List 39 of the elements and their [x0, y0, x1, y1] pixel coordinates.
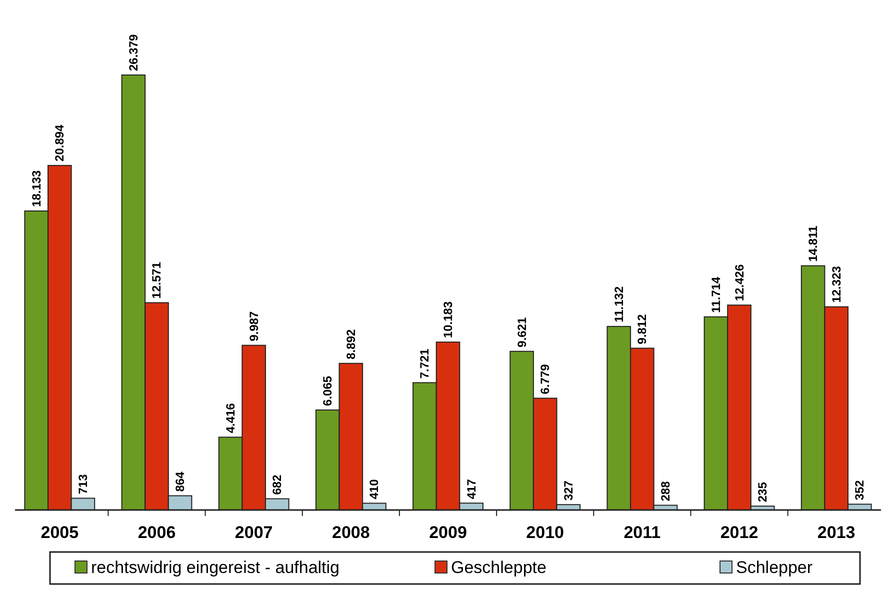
data-label: 26.379 — [126, 34, 140, 71]
data-label: 20.894 — [52, 124, 67, 162]
data-label: 410 — [367, 478, 382, 500]
x-tick-label: 2006 — [138, 523, 176, 542]
data-label: 12.323 — [829, 266, 844, 303]
data-label: 417 — [464, 478, 478, 500]
data-label: 327 — [561, 480, 576, 501]
x-tick-label: 2007 — [234, 523, 273, 542]
data-label: 9.987 — [246, 310, 261, 342]
legend-label: Schlepper — [736, 558, 813, 577]
data-label: 9.812 — [635, 314, 650, 344]
data-label: 18.133 — [29, 170, 44, 207]
x-tick-label: 2013 — [817, 523, 856, 542]
data-label: 6.065 — [320, 376, 335, 406]
x-tick-label: 2009 — [429, 523, 467, 542]
data-label: 352 — [852, 480, 867, 500]
data-label: 6.779 — [538, 364, 552, 394]
x-tick-label: 2008 — [332, 523, 370, 542]
data-label: 14.811 — [806, 225, 820, 262]
data-label: 11.132 — [612, 286, 626, 322]
data-label: 864 — [173, 471, 188, 492]
data-label: 12.426 — [732, 264, 746, 302]
data-label: 10.183 — [441, 301, 455, 338]
data-label: 7.721 — [418, 348, 432, 379]
data-label: 235 — [756, 482, 770, 502]
x-tick-label: 2012 — [720, 523, 758, 542]
x-tick-label: 2010 — [526, 523, 564, 542]
data-label: 288 — [658, 480, 672, 502]
legend-label: rechtswidrig eingereist - aufhaltig — [91, 558, 340, 577]
data-label: 9.621 — [514, 316, 529, 348]
x-tick-label: 2005 — [40, 523, 79, 542]
data-label: 713 — [76, 474, 90, 494]
data-label: 682 — [270, 474, 284, 495]
data-label: 12.571 — [150, 262, 164, 299]
legend-label: Geschleppte — [451, 558, 546, 577]
data-label: 11.714 — [708, 276, 723, 313]
x-tick-label: 2011 — [624, 523, 661, 542]
data-label: 4.416 — [224, 402, 238, 434]
data-label: 8.892 — [344, 329, 358, 360]
